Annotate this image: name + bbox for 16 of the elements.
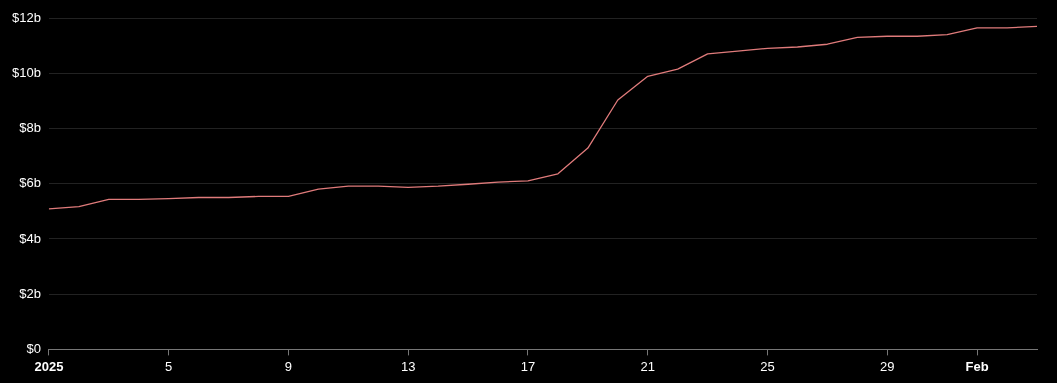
x-tick-label: 17 [520, 358, 536, 374]
y-tick-label: $2b [19, 285, 41, 301]
x-tick-label: Feb [965, 358, 989, 374]
y-tick-label: $4b [19, 230, 41, 246]
x-tick-label: 29 [880, 358, 895, 374]
x-tick-label: 5 [165, 358, 173, 374]
x-tick-label: 13 [400, 358, 416, 374]
y-tick-label: $6b [19, 175, 41, 191]
x-tick-label: 9 [284, 358, 293, 374]
x-tick-label: 21 [640, 358, 655, 374]
y-tick-label: $0 [26, 340, 41, 356]
y-tick-label: $8b [19, 120, 41, 136]
x-tick-label: 2025 [34, 358, 64, 374]
y-tick-label: $10b [12, 64, 41, 80]
x-tick-label: 25 [760, 358, 775, 374]
y-tick-label: $12b [12, 9, 41, 25]
